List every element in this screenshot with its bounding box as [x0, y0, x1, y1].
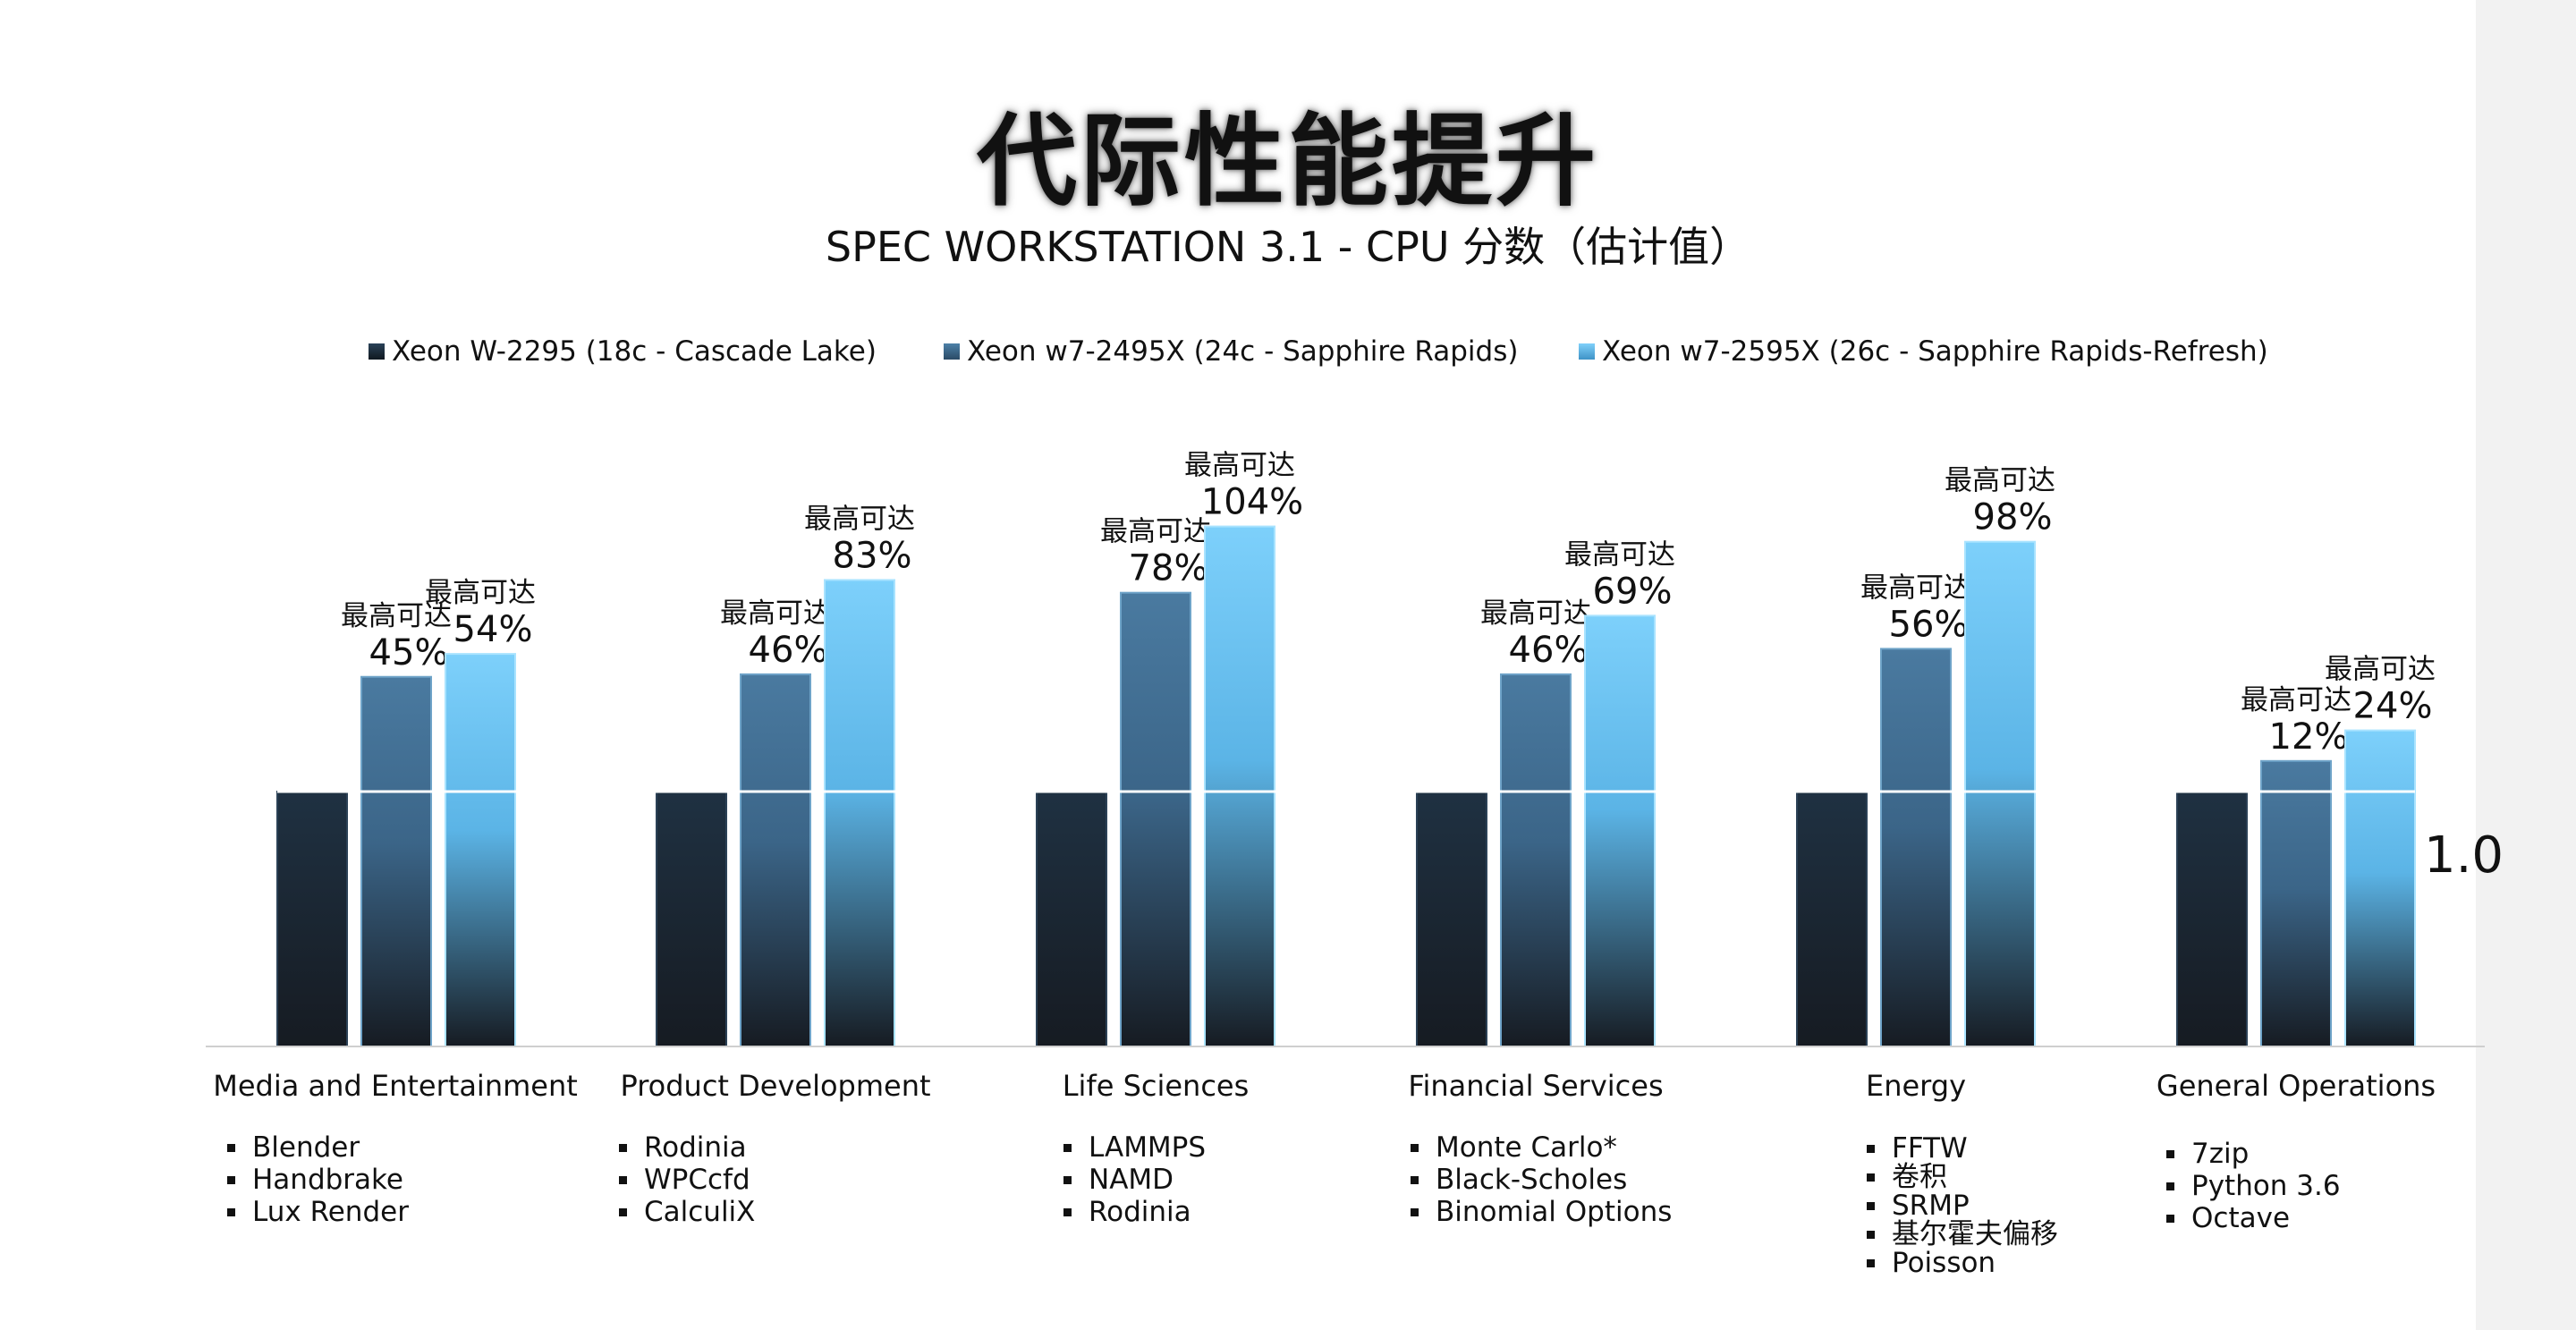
right-margin-strip [2476, 0, 2576, 1330]
bar-1-4 [1796, 791, 1868, 1047]
legend-item-series-3: Xeon w7-2595X (26c - Sapphire Rapids-Ref… [1579, 335, 2268, 368]
category-label: Life Sciences [1062, 1069, 1250, 1103]
chart-title: 代际性能提升 [977, 104, 1599, 220]
data-label-value-3-0: 54% [453, 609, 533, 650]
bar-3-5 [2344, 729, 2416, 1047]
data-label-prefix-2-4: 最高可达 [1860, 572, 1971, 604]
benchmark-item: 7zip [2165, 1138, 2341, 1170]
category-label: Product Development [620, 1069, 931, 1103]
benchmark-list: Monte Carlo* Black-Scholes Binomial Option… [1409, 1131, 1672, 1228]
benchmark-list: 7zip Python 3.6 Octave [2165, 1138, 2341, 1234]
benchmark-item: Rodinia [617, 1131, 755, 1164]
benchmark-item: Python 3.6 [2165, 1170, 2341, 1202]
benchmark-item: Blender [225, 1131, 409, 1164]
legend-label-series-2: Xeon w7-2495X (24c - Sapphire Rapids) [967, 335, 1519, 368]
data-label-value-3-4: 98% [1973, 497, 2053, 538]
data-label-prefix-2-1: 最高可达 [720, 597, 831, 630]
data-label-value-2-2: 78% [1129, 548, 1208, 589]
bar-1-1 [656, 791, 727, 1047]
chart-subtitle: SPEC WORKSTATION 3.1 - CPU 分数（估计值） [825, 223, 1751, 271]
data-label-prefix-3-4: 最高可达 [1945, 465, 2055, 497]
bar-1-5 [2176, 791, 2248, 1047]
category-label: Financial Services [1408, 1069, 1664, 1103]
data-label-value-2-5: 12% [2269, 716, 2349, 758]
benchmark-item: Monte Carlo* [1409, 1131, 1672, 1164]
benchmark-item: FFTW [1865, 1134, 2058, 1163]
benchmark-item: Lux Render [225, 1196, 409, 1228]
benchmark-list: LAMMPS NAMD Rodinia [1062, 1131, 1206, 1228]
benchmark-item: Binomial Options [1409, 1196, 1672, 1228]
data-label-value-2-4: 56% [1889, 604, 1969, 645]
legend: Xeon W-2295 (18c - Cascade Lake) Xeon w7… [0, 335, 2576, 380]
legend-item-series-1: Xeon W-2295 (18c - Cascade Lake) [369, 335, 877, 368]
bar-3-4 [1964, 540, 2036, 1047]
legend-label-series-3: Xeon w7-2595X (26c - Sapphire Rapids-Ref… [1602, 335, 2268, 368]
category-label: General Operations [2156, 1069, 2436, 1103]
data-label-value-3-3: 69% [1593, 571, 1673, 612]
data-label-value-3-2: 104% [1201, 482, 1303, 523]
data-label-prefix-3-3: 最高可达 [1564, 538, 1675, 571]
bar-2-4 [1880, 648, 1952, 1048]
data-label-prefix-3-2: 最高可达 [1184, 450, 1295, 482]
benchmark-item: CalculiX [617, 1196, 755, 1228]
benchmark-item: Octave [2165, 1202, 2341, 1234]
benchmark-item: 基尔霍夫偏移 [1865, 1220, 2058, 1249]
benchmark-item: Poisson [1865, 1249, 2058, 1277]
bar-2-2 [1120, 591, 1191, 1047]
data-label-prefix-2-3: 最高可达 [1480, 597, 1591, 630]
benchmark-item: Handbrake [225, 1164, 409, 1196]
baseline-value-label: 1.0 [2424, 826, 2504, 885]
data-label-prefix-2-2: 最高可达 [1100, 516, 1211, 548]
benchmark-item: NAMD [1062, 1164, 1206, 1196]
data-label-prefix-3-1: 最高可达 [804, 503, 915, 535]
data-label-value-2-3: 46% [1509, 630, 1589, 671]
category-label: Energy [1865, 1069, 1967, 1103]
data-label-value-3-5: 24% [2353, 686, 2433, 727]
benchmark-item: WPCcfd [617, 1164, 755, 1196]
bar-3-1 [824, 579, 895, 1047]
category-label: Media and Entertainment [213, 1069, 578, 1103]
bar-2-5 [2260, 759, 2332, 1047]
legend-item-series-2: Xeon w7-2495X (24c - Sapphire Rapids) [944, 335, 1518, 368]
data-label-prefix-2-5: 最高可达 [2241, 684, 2351, 716]
legend-swatch-series-2 [944, 343, 960, 360]
bar-3-0 [445, 653, 516, 1047]
data-label-value-2-0: 45% [369, 632, 449, 673]
benchmark-item: Rodinia [1062, 1196, 1206, 1228]
bar-3-3 [1584, 614, 1656, 1047]
bar-2-0 [360, 675, 432, 1047]
legend-label-series-1: Xeon W-2295 (18c - Cascade Lake) [392, 335, 877, 368]
bar-2-3 [1500, 673, 1572, 1048]
bar-1-2 [1036, 791, 1107, 1047]
data-label-prefix-3-0: 最高可达 [425, 577, 536, 609]
bar-2-1 [740, 673, 811, 1048]
benchmark-item: Black-Scholes [1409, 1164, 1672, 1196]
bar-1-3 [1416, 791, 1487, 1047]
benchmark-list: FFTW 卷积 SRMP 基尔霍夫偏移 Poisson [1865, 1134, 2058, 1277]
data-label-value-3-1: 83% [833, 535, 912, 576]
data-label-value-2-1: 46% [749, 630, 828, 671]
legend-swatch-series-1 [369, 343, 385, 360]
benchmark-item: LAMMPS [1062, 1131, 1206, 1164]
legend-swatch-series-3 [1579, 343, 1595, 360]
bar-3-2 [1204, 525, 1275, 1047]
bar-1-0 [276, 791, 348, 1047]
data-label-prefix-2-0: 最高可达 [341, 600, 452, 632]
benchmark-list: Blender Handbrake Lux Render [225, 1131, 409, 1228]
benchmark-item: 卷积 [1865, 1163, 2058, 1191]
benchmark-list: Rodinia WPCcfd CalculiX [617, 1131, 755, 1228]
benchmark-item: SRMP [1865, 1191, 2058, 1220]
data-label-prefix-3-5: 最高可达 [2325, 654, 2436, 686]
